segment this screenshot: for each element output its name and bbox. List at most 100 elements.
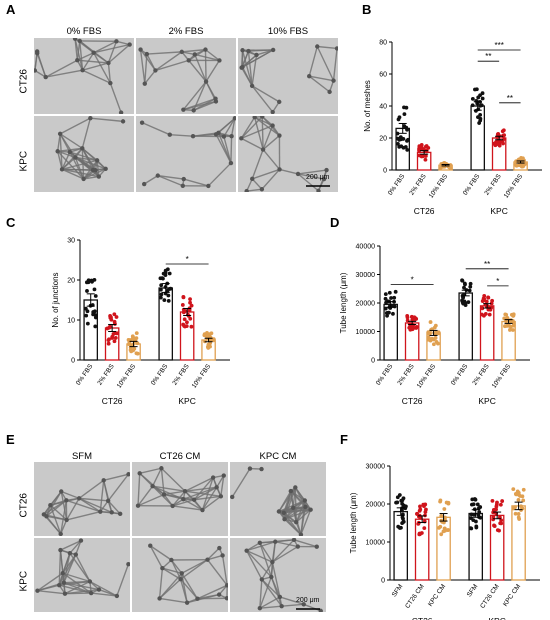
point-b-3-18 (478, 118, 483, 123)
point-c-0-11 (85, 321, 90, 326)
point-d-2-20 (428, 320, 433, 324)
point-c-4-20 (181, 295, 186, 299)
point-c-0-14 (83, 306, 88, 311)
point-b-1-20 (423, 157, 428, 162)
col-label-a-3: 10% FBS (267, 26, 309, 37)
sig-label-d-2: * (496, 277, 499, 286)
point-c-1-18 (112, 312, 117, 317)
point-b-0-12 (402, 105, 406, 110)
point-c-3-21 (162, 298, 167, 303)
sig-label-b-1: *** (494, 41, 503, 50)
point-c-5-21 (206, 342, 211, 347)
point-c-3-18 (161, 271, 166, 276)
micrograph-a-r1-c2 (136, 38, 236, 114)
point-f-5-17 (516, 515, 521, 520)
point-c-1-10 (112, 339, 117, 344)
point-d-0-17 (387, 310, 391, 315)
point-c-1-8 (110, 336, 114, 340)
point-d-4-15 (482, 294, 487, 298)
point-b-0-17 (405, 127, 409, 132)
y-axis-label-b: No. of meshes (363, 80, 372, 132)
y-tick-label-f-3: 30000 (366, 464, 386, 471)
y-axis-label-c: No. of junctions (51, 272, 60, 327)
point-c-4-16 (180, 303, 185, 307)
point-d-5-16 (511, 328, 515, 332)
point-c-4-11 (188, 300, 192, 305)
point-f-1-21 (417, 532, 422, 537)
point-f-2-11 (446, 501, 451, 506)
y-tick-label-b-1: 20 (379, 136, 387, 143)
point-c-0-8 (92, 287, 97, 292)
point-d-2-13 (432, 325, 437, 330)
point-f-5-10 (513, 505, 517, 510)
micrograph-e-r1-c2 (132, 462, 228, 536)
group-label-b-1: KPC (490, 206, 507, 216)
panel-label-d: D (330, 215, 339, 230)
point-f-0-15 (397, 493, 402, 497)
micrograph-a-r1-c3 (238, 38, 338, 114)
point-d-3-5 (462, 285, 466, 290)
group-label-c-1: KPC (178, 396, 195, 406)
point-c-2-1 (134, 331, 139, 336)
col-label-a-2: 2% FBS (168, 26, 204, 37)
point-d-2-19 (431, 337, 436, 342)
point-f-4-8 (499, 521, 504, 526)
point-c-2-19 (131, 348, 136, 353)
point-f-2-20 (438, 524, 443, 529)
point-f-1-16 (422, 504, 426, 508)
group-label-f-1: KPC (488, 616, 505, 620)
point-c-3-9 (158, 287, 163, 292)
y-axis-label-d: Tube length (μm) (339, 272, 348, 333)
y-tick-label-d-2: 20000 (356, 301, 376, 308)
group-label-b-0: CT26 (414, 206, 435, 216)
point-b-3-19 (476, 95, 481, 100)
point-f-3-7 (472, 512, 476, 517)
micrograph-a-r1-c1 (34, 38, 134, 114)
micrograph-e-r2-c2 (132, 538, 228, 612)
point-d-0-18 (383, 296, 388, 301)
point-f-4-12 (493, 507, 497, 512)
point-b-1-9 (419, 154, 424, 159)
point-b-0-19 (401, 145, 406, 150)
point-d-5-21 (503, 324, 507, 329)
group-label-f-0: CT26 (412, 616, 433, 620)
y-tick-label-c-3: 30 (67, 238, 75, 245)
point-f-1-12 (424, 507, 428, 512)
sig-label-c-0: * (186, 255, 189, 264)
point-c-0-10 (93, 294, 98, 298)
y-tick-label-b-4: 80 (379, 40, 387, 47)
col-label-e-2: CT26 CM (159, 451, 201, 462)
micrograph-e-r1-c1 (34, 462, 130, 536)
point-d-4-20 (489, 301, 494, 306)
point-c-0-4 (93, 315, 98, 320)
point-d-0-4 (393, 289, 398, 294)
point-f-1-20 (418, 507, 423, 512)
point-b-5-21 (521, 163, 526, 167)
micrograph-a-r2-c3 (238, 116, 338, 192)
y-tick-label-f-1: 10000 (366, 540, 386, 547)
point-d-5-13 (504, 319, 509, 324)
point-d-1-15 (405, 315, 410, 320)
point-f-0-19 (395, 500, 400, 505)
point-f-3-12 (475, 502, 480, 507)
point-c-3-2 (159, 283, 164, 288)
point-d-1-18 (407, 325, 412, 330)
point-f-2-15 (442, 507, 447, 511)
point-d-4-5 (484, 299, 489, 304)
point-c-4-17 (189, 303, 194, 308)
point-d-5-11 (503, 312, 508, 317)
point-b-0-16 (398, 135, 403, 140)
point-c-1-6 (109, 315, 113, 320)
point-c-3-13 (158, 295, 163, 300)
point-d-0-10 (385, 313, 389, 318)
point-c-0-20 (86, 278, 91, 283)
micrograph-a-r2-c2 (136, 116, 236, 192)
panel-label-f: F (340, 432, 348, 447)
point-c-3-15 (166, 298, 171, 303)
point-c-4-5 (185, 320, 189, 325)
point-f-0-10 (399, 525, 403, 530)
y-tick-label-c-2: 20 (67, 278, 75, 285)
point-f-1-17 (422, 526, 427, 530)
point-b-0-21 (396, 141, 400, 146)
